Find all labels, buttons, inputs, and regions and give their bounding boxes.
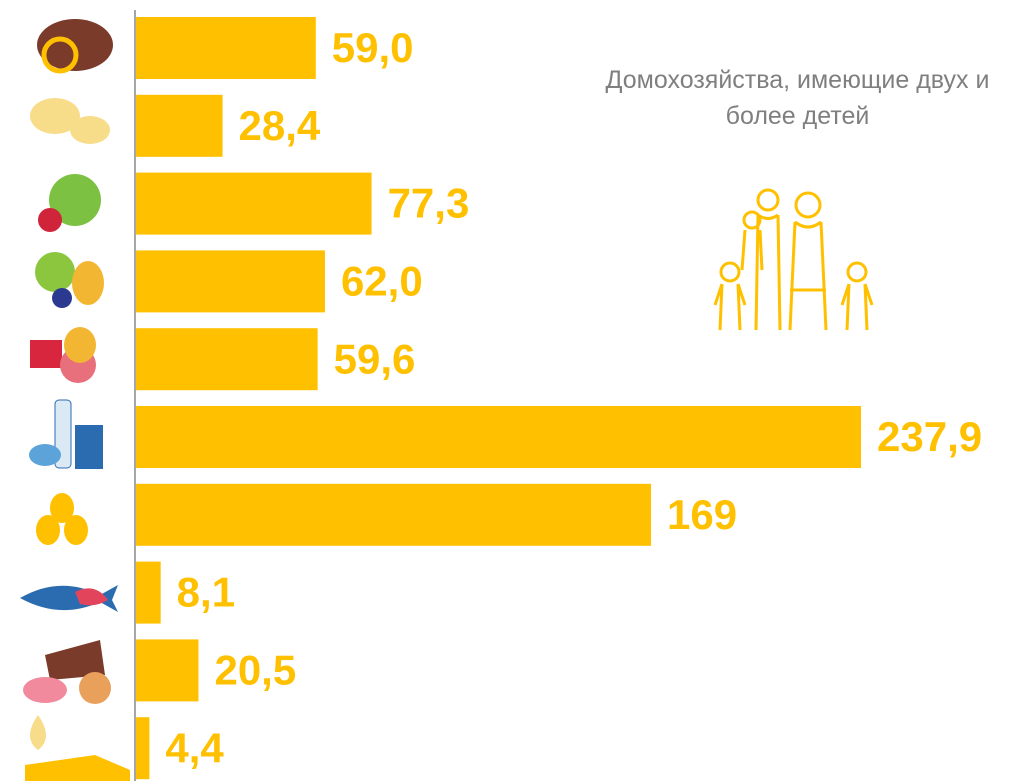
value-label: 62,0: [341, 257, 423, 304]
family-icon: [713, 188, 874, 331]
bar: [136, 561, 161, 624]
icon-oil-drop: [30, 715, 46, 750]
icons: [20, 19, 130, 781]
bar: [136, 17, 316, 79]
icon-cabbage: [49, 174, 101, 226]
icon-shrimp: [75, 588, 108, 606]
icon-egg: [50, 493, 74, 523]
icon-butter: [25, 755, 130, 781]
icon-pear: [72, 261, 104, 305]
value-label: 28,4: [239, 102, 321, 149]
icon-box: [75, 425, 103, 469]
bar: [136, 328, 318, 391]
chart-title: Домохозяйства, имеющие двух и более дете…: [605, 66, 990, 130]
bar: [136, 639, 199, 702]
icon-fish: [20, 585, 118, 612]
value-label: 20,5: [214, 646, 296, 693]
bar: [136, 94, 223, 157]
icon-tomato: [38, 208, 62, 232]
bar: [136, 406, 861, 468]
value-label: 169: [667, 491, 737, 538]
icon-egg: [64, 515, 88, 545]
icon-cup: [29, 444, 61, 466]
bar: [136, 483, 652, 546]
icon-bagel: [41, 36, 79, 74]
icon-cup: [23, 677, 67, 703]
icon-meat: [30, 340, 62, 368]
value-label: 59,0: [332, 24, 414, 71]
icon-grapes: [52, 288, 72, 308]
value-label: 4,4: [165, 724, 224, 771]
bar: [136, 250, 325, 313]
bar: [136, 172, 372, 235]
value-label: 77,3: [388, 180, 470, 227]
icon-potato: [70, 116, 110, 144]
value-label: 8,1: [177, 569, 235, 616]
value-label: 237,9: [877, 413, 982, 460]
bar: [136, 717, 150, 780]
icon-cake: [45, 640, 105, 680]
icon-egg: [36, 515, 60, 545]
icon-chicken: [64, 327, 96, 363]
value-label: 59,6: [334, 335, 416, 382]
icon-roll: [79, 672, 111, 704]
icon-apple: [35, 252, 75, 292]
icon-potato: [30, 98, 80, 134]
